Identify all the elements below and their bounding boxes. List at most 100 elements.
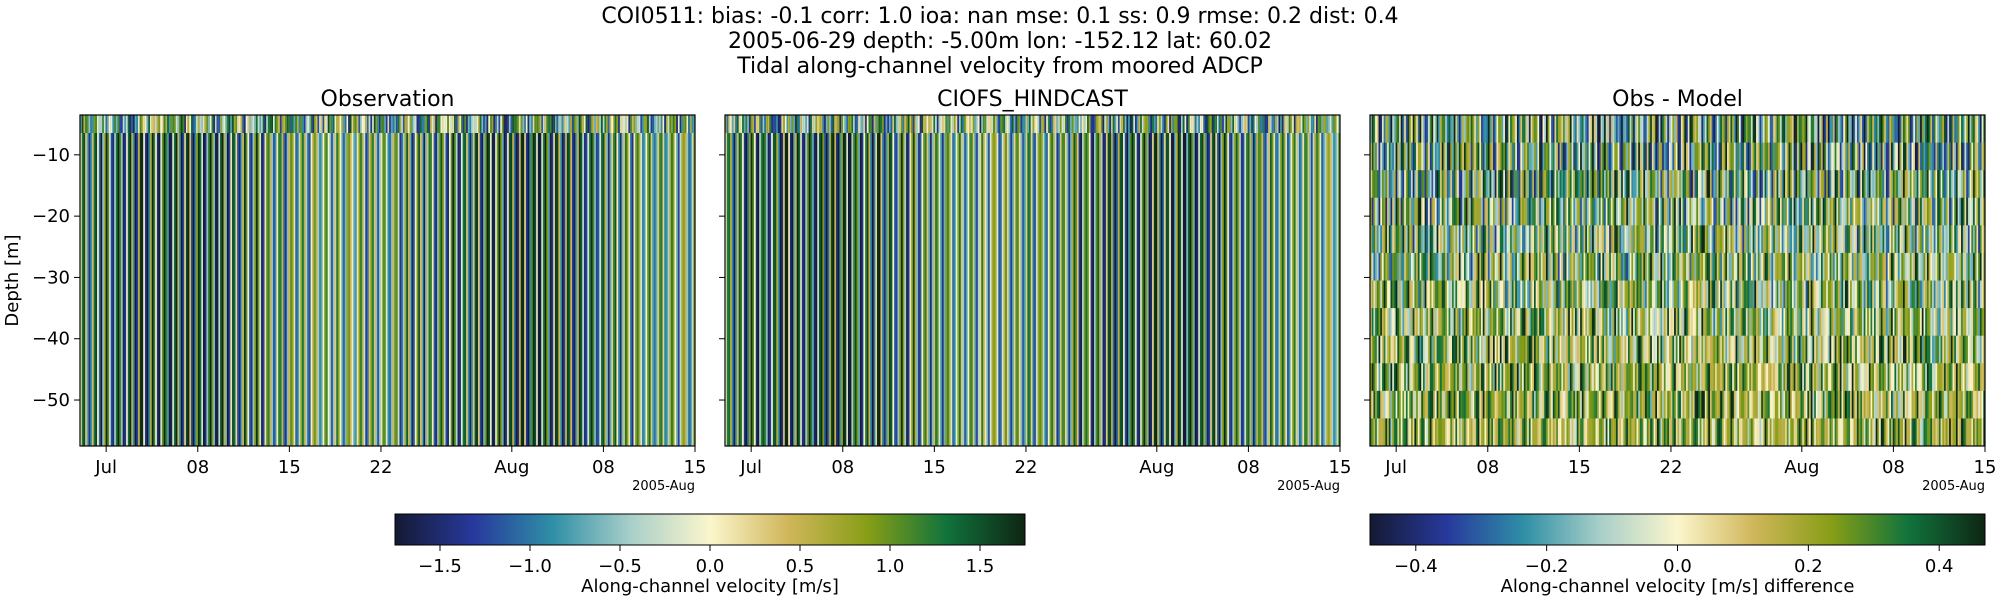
heatmap-cell [1411, 363, 1414, 392]
heatmap-cell [1436, 225, 1439, 254]
heatmap-cell [1762, 390, 1766, 420]
surface-cell [336, 115, 339, 133]
surface-cell [498, 115, 501, 133]
heatmap-cell [1539, 390, 1542, 420]
heatmap-cell [1426, 197, 1429, 226]
heatmap-cell [1759, 280, 1762, 309]
heatmap-cell [1839, 142, 1843, 171]
heatmap-cell [1846, 418, 1849, 446]
heatmap-column [221, 115, 225, 446]
heatmap-cell [1436, 252, 1439, 282]
heatmap-cell [1720, 142, 1723, 171]
heatmap-cell [1498, 170, 1501, 199]
heatmap-cell [1658, 363, 1662, 392]
heatmap-cell [1580, 308, 1583, 337]
heatmap-cell [1850, 280, 1853, 309]
heatmap-cell [1617, 252, 1621, 282]
heatmap-cell [1653, 115, 1656, 144]
heatmap-cell [1848, 252, 1851, 282]
heatmap-column [1232, 115, 1235, 446]
heatmap-cell [1634, 390, 1638, 420]
heatmap-cell [1822, 197, 1826, 226]
surface-cell [1047, 115, 1051, 133]
surface-cell [784, 115, 788, 133]
heatmap-cell [1684, 197, 1687, 226]
heatmap-cell [1590, 252, 1593, 282]
heatmap-cell [1762, 363, 1766, 392]
heatmap-cell [1402, 170, 1405, 199]
heatmap-cell [1491, 308, 1494, 337]
heatmap-cell [1665, 335, 1668, 364]
heatmap-cell [1392, 142, 1395, 171]
heatmap-cell [1684, 390, 1687, 420]
heatmap-cell [1523, 308, 1527, 337]
surface-cell [633, 115, 636, 133]
heatmap-cell [1383, 225, 1386, 254]
surface-cell [865, 115, 868, 133]
heatmap-cell [1508, 115, 1511, 144]
heatmap-column [481, 115, 484, 446]
heatmap-cell [1400, 225, 1404, 254]
heatmap-cell [1631, 197, 1634, 226]
surface-cell [1206, 115, 1210, 133]
heatmap-cell [1839, 170, 1843, 199]
heatmap-cell [1518, 115, 1521, 144]
heatmap-cell [1715, 197, 1718, 226]
heatmap-column [1056, 115, 1059, 446]
heatmap-cell [1735, 335, 1738, 364]
heatmap-cell [1839, 280, 1843, 309]
heatmap-cell [1836, 197, 1839, 226]
heatmap-column [230, 115, 233, 446]
heatmap-cell [1733, 225, 1737, 254]
heatmap-cell [1720, 170, 1723, 199]
heatmap-cell [1831, 280, 1834, 309]
heatmap-cell [1802, 170, 1805, 199]
heatmap-cell [1484, 142, 1487, 171]
surface-cell [536, 115, 539, 133]
heatmap-cell [1793, 225, 1796, 254]
heatmap-cell [1566, 390, 1569, 420]
heatmap-cell [1626, 418, 1629, 446]
surface-cell [783, 115, 786, 133]
heatmap-cell [1744, 418, 1747, 446]
heatmap-cell [1527, 308, 1530, 337]
surface-cell [91, 115, 95, 133]
heatmap-cell [1686, 335, 1689, 364]
heatmap-cell [1679, 197, 1682, 226]
heatmap-cell [1436, 418, 1439, 446]
heatmap-cell [1609, 142, 1612, 171]
heatmap-cell [1841, 335, 1844, 364]
surface-cell [943, 115, 946, 133]
heatmap-cell [1821, 170, 1824, 199]
heatmap-cell [1621, 197, 1624, 226]
heatmap-cell [1446, 115, 1450, 144]
heatmap-cell [1376, 335, 1380, 364]
heatmap-column [1199, 115, 1203, 446]
heatmap-cell [1510, 197, 1513, 226]
heatmap-column [832, 115, 835, 446]
heatmap-cell [1597, 197, 1600, 226]
heatmap-cell [1417, 197, 1421, 226]
surface-cell [613, 115, 616, 133]
heatmap-column [941, 115, 945, 446]
heatmap-cell [1440, 418, 1443, 446]
heatmap-cell [1385, 142, 1388, 171]
heatmap-cell [1463, 308, 1467, 337]
heatmap-cell [1499, 390, 1503, 420]
heatmap-cell [1797, 308, 1800, 337]
heatmap-cell [1595, 142, 1598, 171]
heatmap-cell [1619, 280, 1622, 309]
heatmap-cell [1539, 418, 1542, 446]
heatmap-cell [1665, 115, 1668, 144]
heatmap-cell [1590, 335, 1593, 364]
heatmap-cell [1643, 170, 1646, 199]
heatmap-column [747, 115, 750, 446]
heatmap-cell [1455, 170, 1458, 199]
heatmap-cell [1793, 335, 1796, 364]
heatmap-cell [1619, 197, 1622, 226]
heatmap-cell [1768, 308, 1771, 337]
heatmap-cell [1756, 418, 1759, 446]
surface-cell [638, 115, 641, 133]
surface-cell [172, 115, 175, 133]
